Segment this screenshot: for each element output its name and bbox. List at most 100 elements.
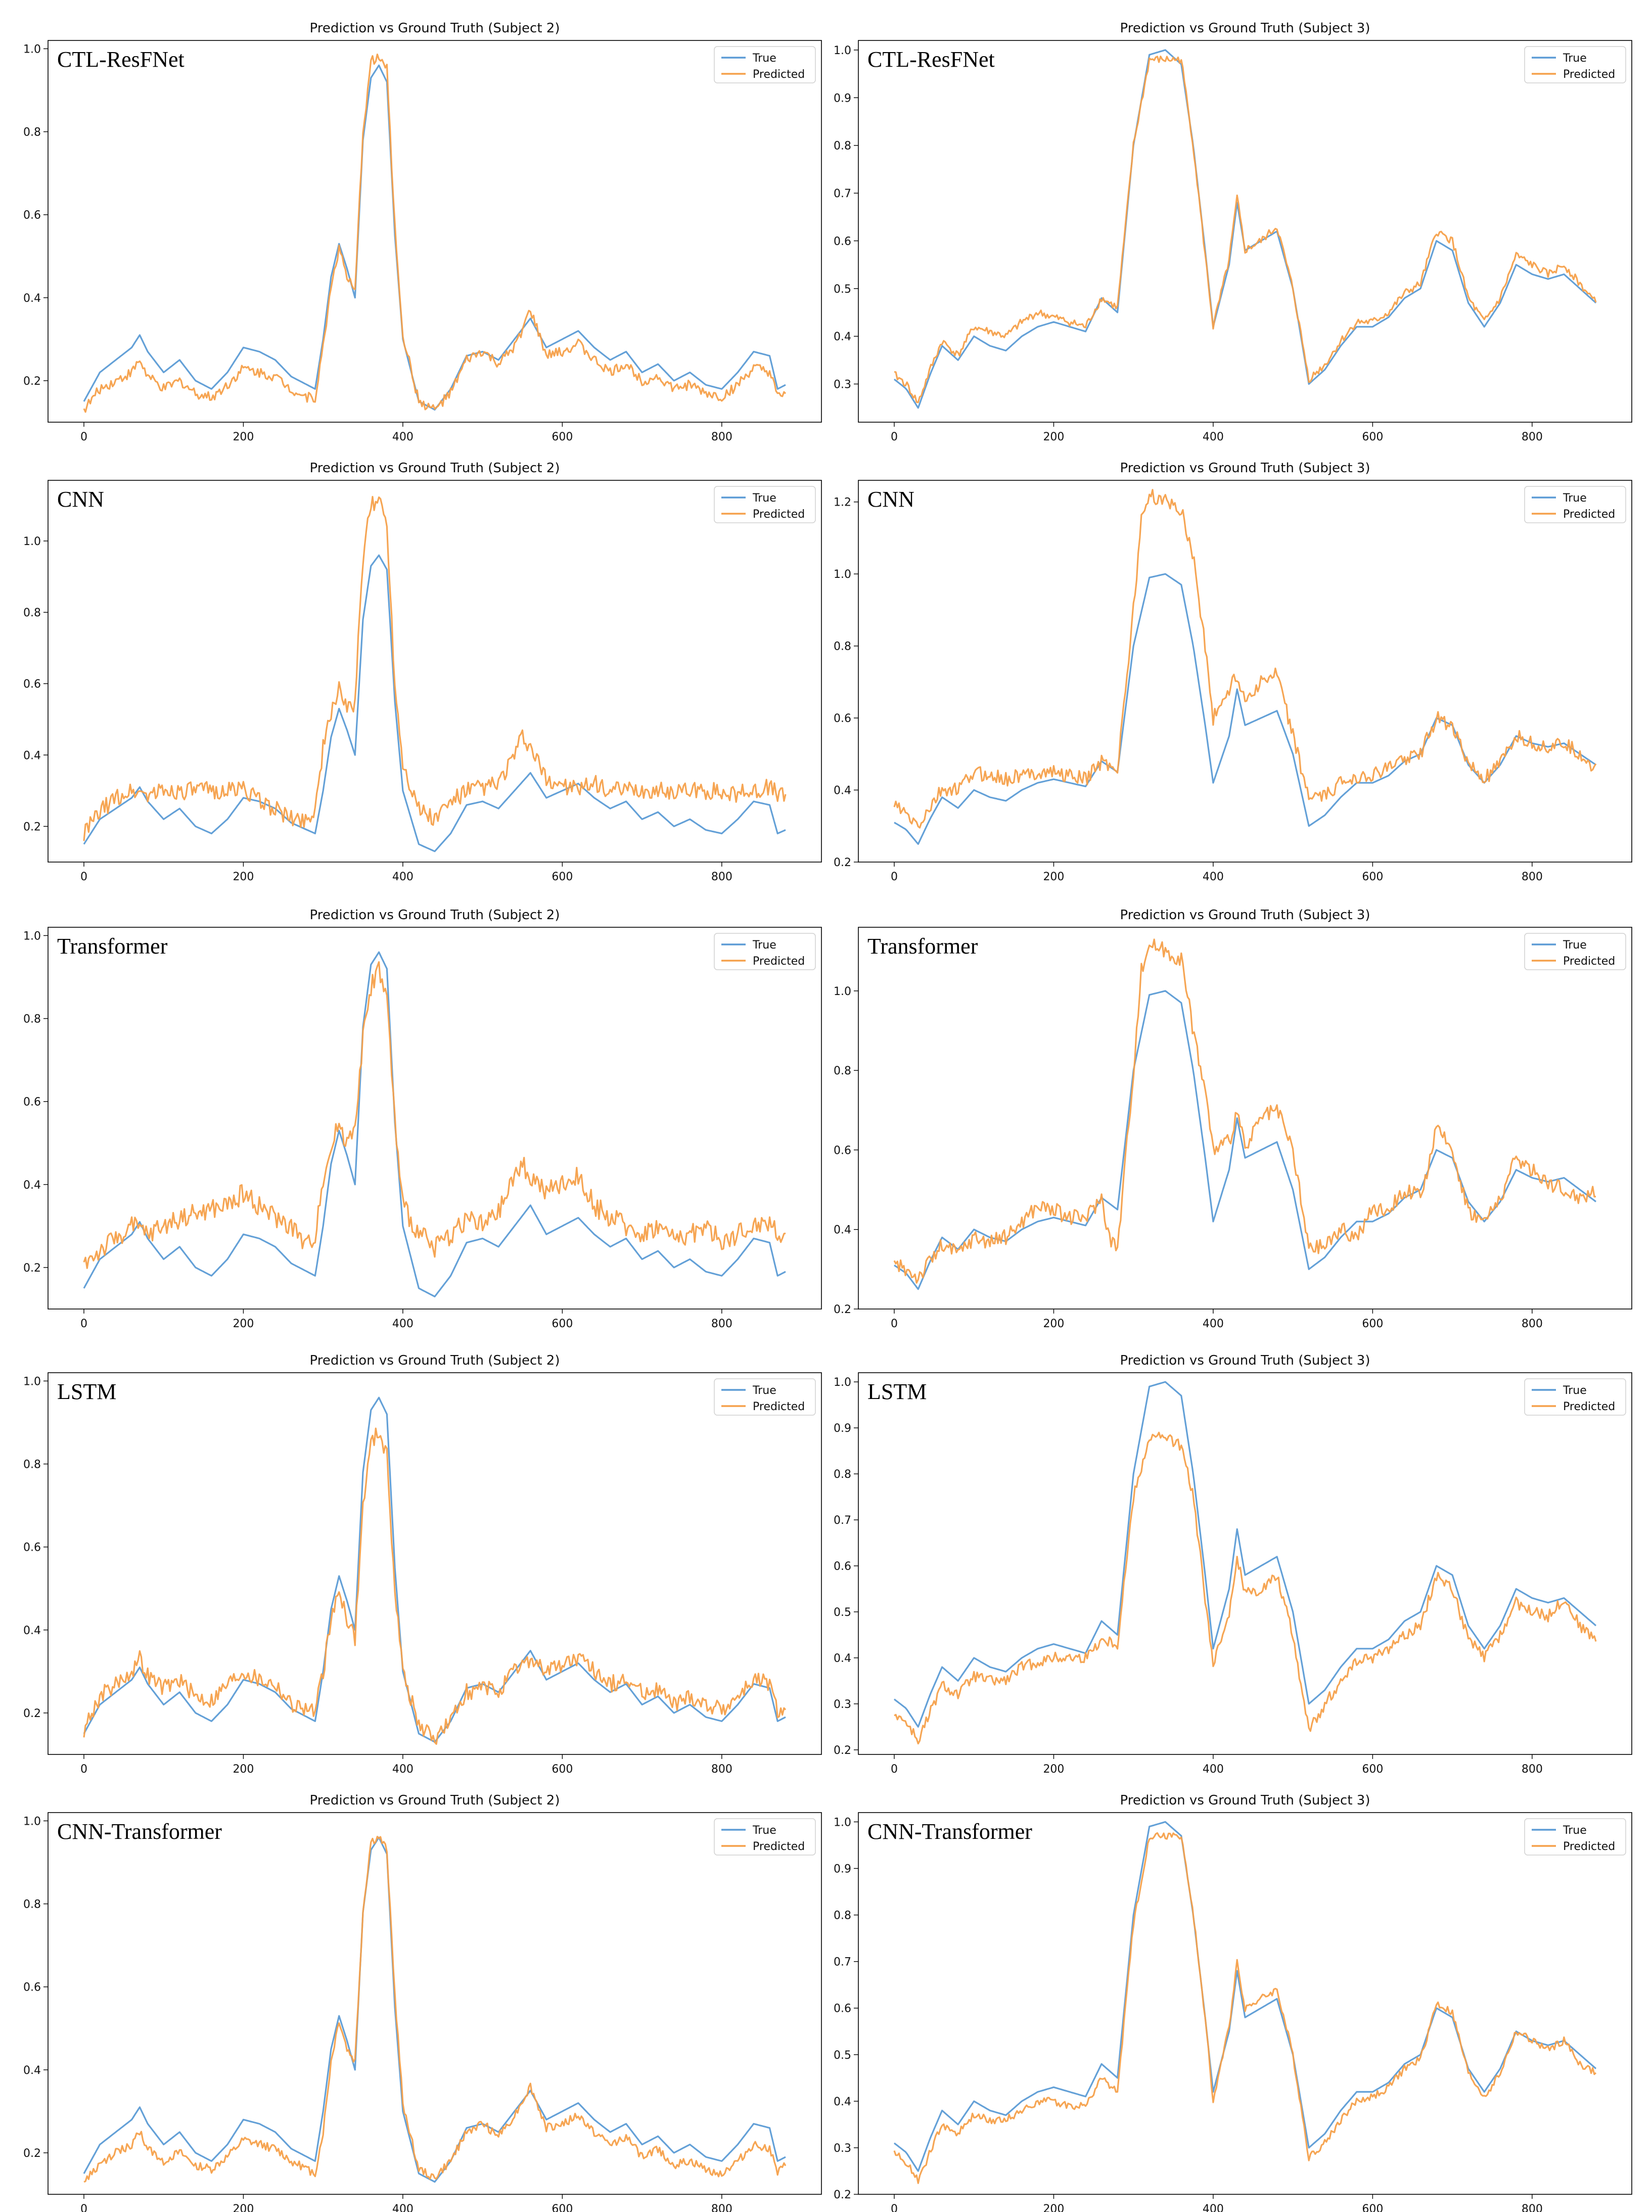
series-predicted-line — [83, 495, 787, 841]
y-tick-label: 1.0 — [23, 1815, 41, 1828]
legend: True Predicted — [1524, 1378, 1626, 1416]
y-tick-label: 0.8 — [834, 1468, 851, 1481]
model-label: LSTM — [867, 1379, 927, 1404]
x-tick-label: 400 — [392, 431, 414, 443]
plot-frame — [48, 927, 822, 1310]
y-tick-label: 0.8 — [834, 1910, 851, 1922]
x-tick-label: 800 — [1522, 2203, 1543, 2212]
x-tick-label: 200 — [1043, 431, 1064, 443]
y-tick-label: 0.4 — [23, 749, 41, 762]
x-tick-label: 600 — [1362, 1763, 1383, 1776]
y-tick-label: 0.4 — [23, 1624, 41, 1637]
x-tick-label: 600 — [552, 1763, 573, 1776]
legend-true-label: True — [752, 492, 776, 505]
chart-panel: Prediction vs Ground Truth (Subject 3) 0 2… — [834, 1353, 1632, 1776]
x-tick-label: 600 — [1362, 431, 1383, 443]
legend: True Predicted — [714, 46, 816, 83]
y-tick-label: 0.6 — [834, 235, 851, 248]
plot-frame — [48, 1372, 822, 1755]
x-tick-label: 400 — [392, 1318, 414, 1330]
series-predicted-line — [83, 53, 787, 413]
legend-predicted-label: Predicted — [1563, 955, 1615, 968]
y-tick-label: 1.0 — [834, 1376, 851, 1389]
x-tick-label: 400 — [392, 871, 414, 883]
legend-true-label: True — [752, 52, 776, 65]
x-tick-label: 200 — [233, 431, 254, 443]
chart-panel: Prediction vs Ground Truth (Subject 2) 0 2… — [23, 1353, 822, 1776]
y-tick-label: 1.0 — [834, 985, 851, 998]
x-tick-label: 0 — [891, 871, 898, 883]
series-predicted-line — [894, 1431, 1597, 1745]
y-tick-label: 0.6 — [834, 712, 851, 725]
chart-panel: Prediction vs Ground Truth (Subject 2) 0 2… — [23, 21, 822, 443]
legend: True Predicted — [714, 486, 816, 523]
series-group — [83, 1835, 787, 2183]
x-tick-label: 400 — [392, 1763, 414, 1776]
x-tick-label: 600 — [1362, 2203, 1383, 2212]
x-tick-label: 200 — [233, 1763, 254, 1776]
series-predicted-line — [893, 1832, 1597, 2184]
y-tick-label: 1.0 — [834, 44, 851, 57]
y-tick-label: 0.6 — [23, 1542, 41, 1554]
model-label: LSTM — [57, 1379, 116, 1404]
model-label: CTL-ResFNet — [867, 47, 995, 72]
series-true-line — [894, 573, 1596, 845]
model-label: CNN-Transformer — [867, 1819, 1032, 1844]
series-predicted-line — [893, 938, 1596, 1284]
y-tick-label: 1.0 — [23, 43, 41, 56]
y-tick-label: 0.8 — [834, 1065, 851, 1077]
y-tick-label: 0.2 — [23, 375, 41, 388]
legend-true-label: True — [1563, 939, 1587, 952]
series-group — [83, 53, 787, 413]
y-tick-label: 0.6 — [23, 678, 41, 691]
legend: True Predicted — [1524, 1818, 1626, 1856]
chart-panel: Prediction vs Ground Truth (Subject 3) 0 2… — [834, 21, 1632, 443]
y-tick-label: 0.4 — [834, 2096, 851, 2108]
x-tick-label: 0 — [80, 871, 87, 883]
model-label: CNN — [867, 487, 914, 512]
chart-title: Prediction vs Ground Truth (Subject 3) — [1120, 1793, 1370, 1808]
chart-title: Prediction vs Ground Truth (Subject 3) — [1120, 21, 1370, 36]
series-predicted-line — [83, 1427, 787, 1745]
y-tick-label: 0.6 — [834, 1560, 851, 1573]
y-tick-label: 0.6 — [23, 1981, 41, 1994]
x-tick-label: 800 — [711, 871, 732, 883]
y-tick-label: 0.2 — [23, 1262, 41, 1275]
x-tick-label: 800 — [1522, 1763, 1543, 1776]
y-tick-label: 0.7 — [834, 1514, 851, 1527]
series-group — [83, 951, 786, 1297]
x-tick-label: 800 — [1522, 1318, 1543, 1330]
legend-predicted-label: Predicted — [753, 508, 805, 521]
x-tick-label: 0 — [80, 1318, 87, 1330]
x-tick-label: 400 — [1203, 871, 1224, 883]
x-tick-label: 600 — [1362, 871, 1383, 883]
chart-panel: Prediction vs Ground Truth (Subject 3) 0 2… — [834, 908, 1632, 1330]
legend-predicted-label: Predicted — [753, 1840, 805, 1853]
chart-panel: Prediction vs Ground Truth (Subject 3) 0 2… — [834, 1793, 1632, 2212]
legend-predicted-label: Predicted — [753, 955, 805, 968]
x-tick-label: 400 — [392, 2203, 414, 2212]
x-tick-label: 400 — [1203, 1763, 1224, 1776]
y-tick-label: 0.8 — [23, 1459, 41, 1471]
legend-predicted-label: Predicted — [753, 68, 805, 81]
series-group — [893, 938, 1596, 1290]
x-tick-label: 800 — [1522, 871, 1543, 883]
y-tick-label: 0.2 — [834, 1744, 851, 1757]
y-tick-label: 0.6 — [834, 2003, 851, 2015]
series-predicted-line — [894, 55, 1597, 403]
chart-panel: Prediction vs Ground Truth (Subject 2) 0 2… — [23, 1793, 822, 2212]
series-group — [83, 1396, 787, 1745]
y-tick-label: 0.4 — [834, 331, 851, 343]
series-group — [893, 1821, 1597, 2184]
y-tick-label: 0.5 — [834, 2049, 851, 2062]
y-tick-label: 0.9 — [834, 1863, 851, 1875]
y-tick-label: 0.4 — [834, 1652, 851, 1665]
chart-title: Prediction vs Ground Truth (Subject 3) — [1120, 461, 1370, 476]
y-tick-label: 0.2 — [834, 1303, 851, 1316]
chart-title: Prediction vs Ground Truth (Subject 3) — [1120, 1353, 1370, 1368]
legend-true-label: True — [1563, 1384, 1587, 1397]
series-true-line — [83, 951, 786, 1297]
y-tick-label: 0.2 — [834, 2189, 851, 2201]
legend-true-label: True — [752, 1824, 776, 1837]
y-tick-label: 0.7 — [834, 1956, 851, 1969]
